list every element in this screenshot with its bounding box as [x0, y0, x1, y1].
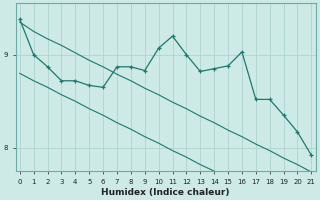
X-axis label: Humidex (Indice chaleur): Humidex (Indice chaleur) [101, 188, 230, 197]
